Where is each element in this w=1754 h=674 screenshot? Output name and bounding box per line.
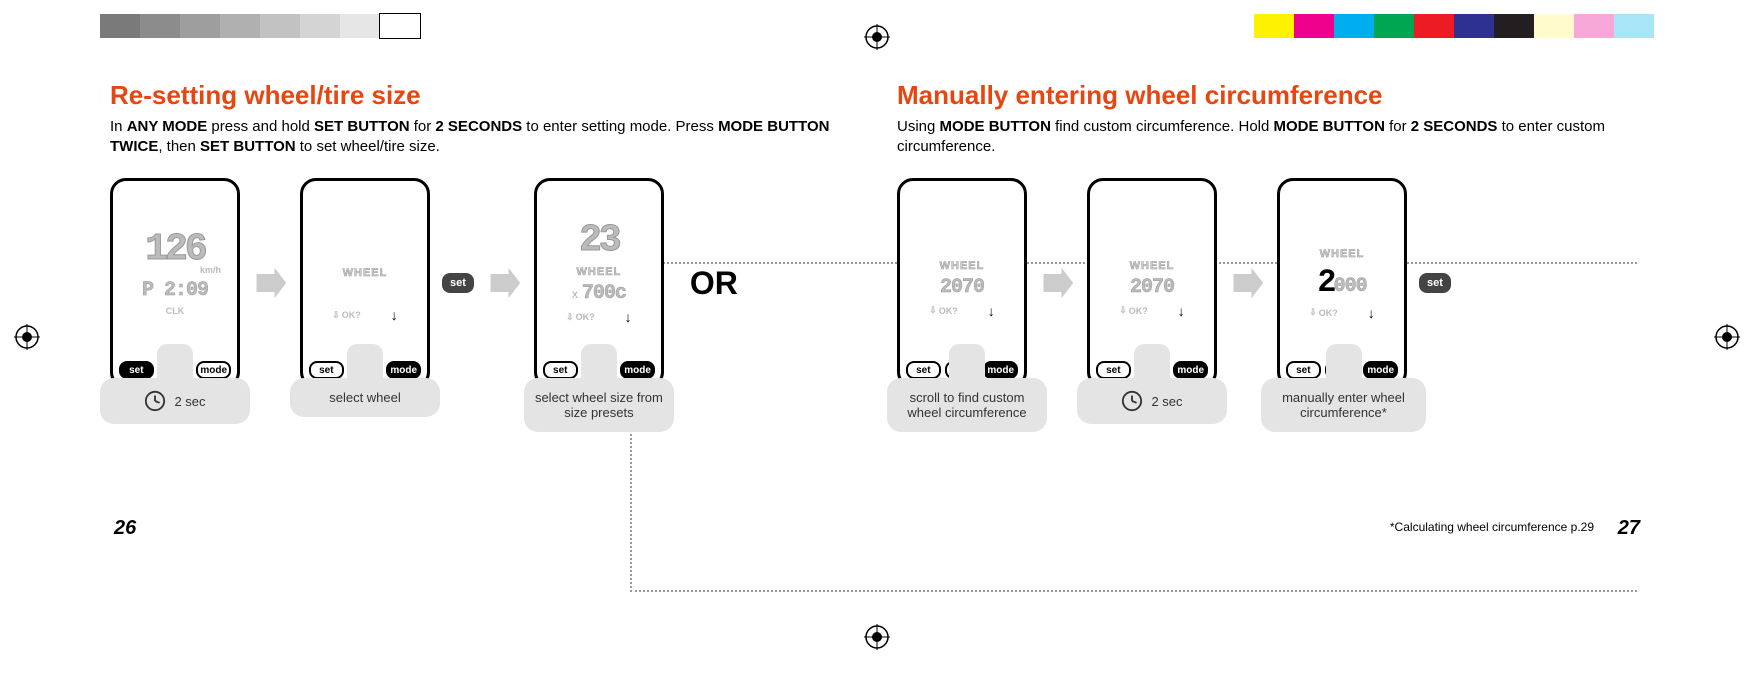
caption-text: 2 sec (1151, 394, 1182, 409)
set-pill: set (442, 273, 474, 293)
wheel-label: WHEEL (1320, 248, 1365, 260)
screen-sub: P 2:09 (142, 279, 208, 302)
down-arrow-icon: ↓ (625, 309, 632, 325)
caption-2: select wheel (290, 378, 440, 417)
set-pill: set (1419, 273, 1451, 293)
device-set-button: set (309, 361, 344, 379)
device-mode-button: mode (196, 361, 231, 379)
calibration-bar-left (100, 14, 420, 38)
screen-sub: 000 (1334, 275, 1367, 298)
ok-label: ⇩ OK? (566, 312, 595, 323)
registration-mark (14, 324, 40, 350)
device-set-button: set (1096, 361, 1131, 379)
ok-label: ⇩ OK? (929, 305, 958, 316)
wheel-label: WHEEL (940, 260, 985, 272)
x-label: X (572, 290, 578, 300)
device-set-button: set (543, 361, 578, 379)
screen-sub: 2070 (940, 276, 984, 299)
caption-text: select wheel (329, 390, 401, 405)
calibration-bar-right (1254, 14, 1654, 38)
caption-6: manually enter wheel circumference* (1261, 378, 1426, 432)
device-mode-button: mode (983, 361, 1018, 379)
section-manual-circumference: Manually entering wheel circumference Us… (897, 80, 1644, 388)
registration-mark (864, 24, 890, 50)
wheel-label: WHEEL (1130, 260, 1175, 272)
down-arrow-icon: ↓ (988, 303, 995, 319)
clk-label: CLK (166, 306, 185, 316)
section-reset-wheel: Re-setting wheel/tire size In ANY MODE p… (110, 80, 857, 388)
device-mode-button: mode (620, 361, 655, 379)
down-arrow-icon: ↓ (391, 307, 398, 323)
heading-left: Re-setting wheel/tire size (110, 80, 857, 111)
caption-5: 2 sec (1077, 378, 1227, 424)
caption-3: select wheel size from size presets (524, 378, 674, 432)
screen-sub: 700c (582, 282, 626, 305)
screen-big: 2 (1317, 264, 1333, 301)
footnote: *Calculating wheel circumference p.29 (1390, 520, 1594, 534)
caption-1: 2 sec (100, 378, 250, 424)
registration-mark (864, 624, 890, 650)
arrow-icon (252, 265, 288, 301)
page-number-left: 26 (114, 517, 136, 540)
screen-sub: 2070 (1130, 276, 1174, 299)
wheel-label: WHEEL (343, 267, 388, 279)
heading-right: Manually entering wheel circumference (897, 80, 1644, 111)
ok-label: ⇩ OK? (332, 310, 361, 321)
ok-label: ⇩ OK? (1119, 305, 1148, 316)
down-arrow-icon: ↓ (1178, 303, 1185, 319)
clock-icon (144, 390, 166, 412)
screen-big: 23 (579, 219, 619, 262)
caption-4: scroll to find custom wheel circumferenc… (887, 378, 1047, 432)
desc-right: Using MODE BUTTON find custom circumfere… (897, 117, 1644, 156)
ok-label: ⇩ OK? (1309, 307, 1338, 318)
or-label: OR (690, 265, 738, 302)
arrow-icon (486, 265, 522, 301)
arrow-icon (1039, 265, 1075, 301)
device-mode-button: mode (1173, 361, 1208, 379)
caption-text: manually enter wheel circumference* (1271, 390, 1416, 420)
clock-icon (1121, 390, 1143, 412)
registration-mark (1714, 324, 1740, 350)
kmh-label: km/h (200, 265, 221, 275)
screen-big: 126 (145, 228, 204, 271)
down-arrow-icon: ↓ (1368, 305, 1375, 321)
device-mode-button: mode (1363, 361, 1398, 379)
wheel-label: WHEEL (577, 266, 622, 278)
page-number-right: 27 (1618, 517, 1640, 540)
caption-text: select wheel size from size presets (534, 390, 664, 420)
device-set-button: set (906, 361, 941, 379)
desc-left: In ANY MODE press and hold SET BUTTON fo… (110, 117, 857, 156)
device-set-button: set (119, 361, 154, 379)
caption-text: scroll to find custom wheel circumferenc… (897, 390, 1037, 420)
device-set-button: set (1286, 361, 1321, 379)
arrow-icon (1229, 265, 1265, 301)
caption-text: 2 sec (174, 394, 205, 409)
device-mode-button: mode (386, 361, 421, 379)
